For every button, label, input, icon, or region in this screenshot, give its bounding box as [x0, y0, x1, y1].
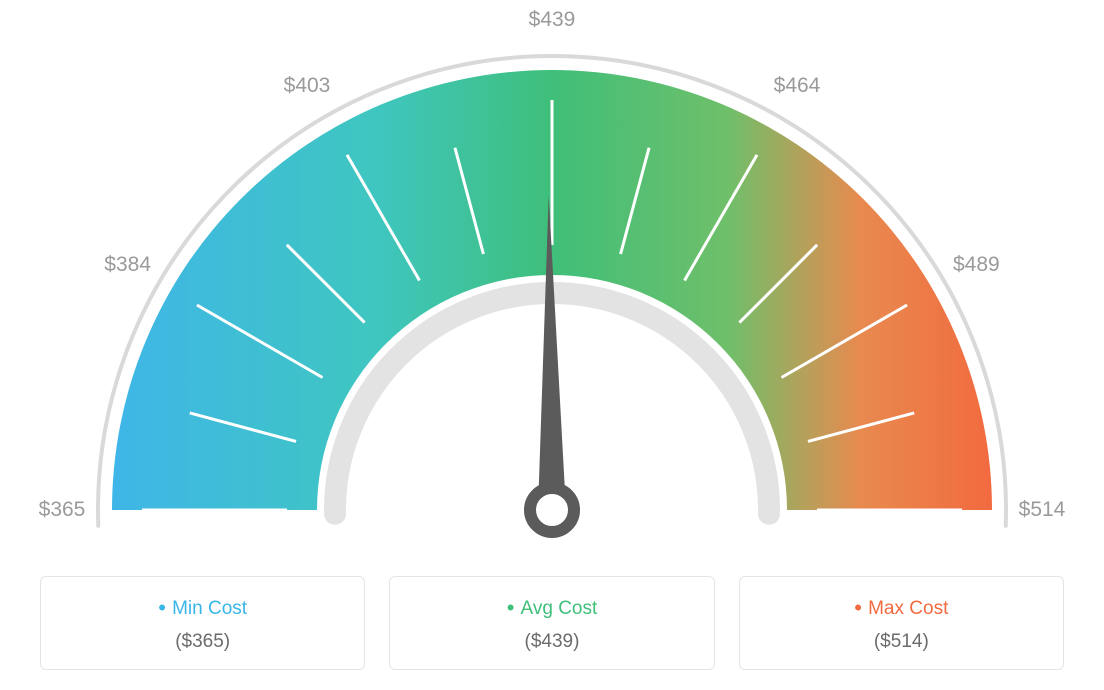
legend-avg-card: Avg Cost ($439) [389, 576, 714, 670]
legend-avg-value: ($439) [400, 631, 703, 653]
legend-avg-title: Avg Cost [400, 595, 703, 621]
gauge-tick-label: $384 [104, 253, 151, 277]
legend-max-value: ($514) [750, 631, 1053, 653]
legend-max-card: Max Cost ($514) [739, 576, 1064, 670]
gauge-svg [0, 0, 1104, 560]
gauge-chart-container: $365 $384 $403 $439 $464 $489 $514 Min Cost ($… [0, 0, 1104, 690]
gauge-tick-label: $489 [953, 253, 1000, 277]
gauge-tick-label: $514 [1019, 498, 1066, 522]
legend-max-title: Max Cost [750, 595, 1053, 621]
legend-min-card: Min Cost ($365) [40, 576, 365, 670]
legend-min-title: Min Cost [51, 595, 354, 621]
gauge-tick-label: $439 [529, 8, 576, 32]
gauge-tick-label: $403 [284, 74, 331, 98]
legend-min-value: ($365) [51, 631, 354, 653]
gauge-tick-label: $365 [39, 498, 86, 522]
legend-row: Min Cost ($365) Avg Cost ($439) Max Cost… [0, 576, 1104, 670]
gauge-tick-label: $464 [774, 74, 821, 98]
gauge-area: $365 $384 $403 $439 $464 $489 $514 [0, 0, 1104, 560]
